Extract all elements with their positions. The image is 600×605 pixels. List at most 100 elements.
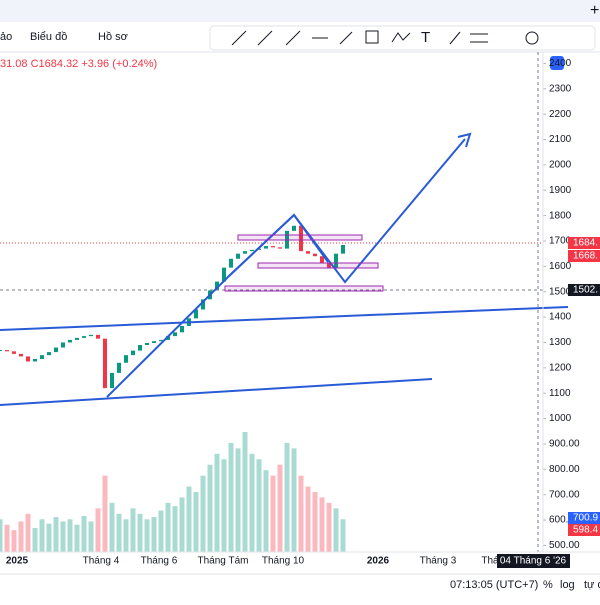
- candle: [306, 251, 310, 254]
- y-tick-label: 1900: [549, 185, 572, 196]
- candle: [278, 247, 282, 249]
- y-tick-label: 800.00: [549, 464, 580, 475]
- volume-bar: [88, 521, 94, 552]
- volume-bar: [130, 508, 136, 552]
- candle: [138, 344, 142, 351]
- candle: [96, 334, 100, 339]
- price-label-bg: [568, 524, 600, 536]
- drawings: [0, 132, 569, 406]
- volume-bar: [60, 521, 66, 552]
- volume-bar: [228, 442, 234, 552]
- candle: [61, 342, 65, 348]
- candle: [257, 248, 261, 250]
- y-tick-label: 2000: [549, 160, 572, 171]
- y-tick-label: 1700: [549, 236, 572, 247]
- volume-bar: [249, 453, 255, 552]
- auto-toggle[interactable]: tự đ: [584, 579, 600, 591]
- candle: [299, 225, 303, 252]
- volume-bar: [102, 475, 108, 552]
- tabbar: [0, 0, 600, 22]
- y-tick-label: 1500: [549, 286, 572, 297]
- candle: [236, 253, 240, 259]
- volume-bar: [235, 448, 241, 552]
- y-tick-label: 500.00: [549, 540, 580, 551]
- new-tab[interactable]: +: [590, 2, 599, 19]
- candle: [124, 355, 128, 363]
- volume-bar: [186, 486, 192, 552]
- volume-bar: [116, 513, 122, 552]
- volume-bar: [214, 453, 220, 552]
- volume-bar: [137, 513, 143, 552]
- candle: [131, 350, 135, 356]
- x-tick-label: Tháng Tám: [198, 556, 249, 567]
- candle: [152, 341, 156, 343]
- volume-bar: [151, 517, 157, 552]
- candle: [327, 262, 331, 268]
- y-tick-label: 900.00: [549, 439, 580, 450]
- volume-bar: [67, 519, 73, 552]
- volume-bar: [25, 513, 31, 552]
- y-tick-label: 600.00: [549, 515, 580, 526]
- y-tick-label: 2100: [549, 134, 572, 145]
- candle: [341, 244, 345, 254]
- y-tick-label: 2300: [549, 83, 572, 94]
- volume-bar: [305, 486, 311, 552]
- volume-bar: [53, 517, 59, 552]
- y-tick-label: 2400: [549, 58, 572, 69]
- x-tick-label: 2026: [367, 556, 390, 567]
- candle: [229, 258, 233, 268]
- candle: [250, 249, 254, 252]
- volume-bar: [74, 524, 80, 552]
- y-tick-label: 700.00: [549, 489, 580, 500]
- candle: [215, 281, 219, 291]
- candle: [292, 225, 296, 231]
- log-toggle[interactable]: log: [560, 579, 575, 591]
- y-tick-label: 1400: [549, 312, 572, 323]
- toolbar-item[interactable]: ảo: [0, 31, 12, 43]
- volume-bar: [123, 519, 129, 552]
- candle: [5, 350, 9, 352]
- price-label-bg: [568, 237, 600, 249]
- volume-bar: [277, 464, 283, 552]
- text-tool[interactable]: T: [421, 29, 430, 46]
- candle: [19, 353, 23, 357]
- candle: [12, 351, 16, 354]
- crosshair-label: 04 Tháng 6 '26: [500, 556, 567, 567]
- x-tick-label: Tháng 3: [420, 556, 457, 567]
- volume-bar: [242, 432, 248, 552]
- toolbar-item[interactable]: Hồ sơ: [98, 31, 128, 43]
- volume-bar: [291, 448, 297, 552]
- price-label: 700.9: [573, 513, 598, 524]
- price-label-bg: [568, 512, 600, 524]
- candle: [54, 347, 58, 353]
- candle: [103, 338, 107, 389]
- volume-bar: [18, 521, 24, 552]
- candle: [264, 246, 268, 249]
- y-tick-label: 1800: [549, 210, 572, 221]
- volume-bar: [193, 492, 199, 552]
- candle: [145, 342, 149, 345]
- x-tick-label: 2025: [6, 556, 29, 567]
- volume-bar: [46, 523, 52, 552]
- volume-bar: [333, 508, 339, 552]
- candle: [82, 336, 86, 338]
- candle: [243, 251, 247, 254]
- volume-bar: [32, 528, 38, 552]
- x-tick-label: Tháng 10: [262, 556, 305, 567]
- candle: [159, 339, 163, 342]
- percent-toggle[interactable]: %: [543, 579, 553, 591]
- toolbar-item[interactable]: Biểu đồ: [30, 31, 67, 43]
- candle: [117, 362, 121, 373]
- volume-bar: [144, 519, 150, 552]
- candle: [222, 267, 226, 282]
- volume-bar: [158, 510, 164, 552]
- volume-bar: [319, 497, 325, 552]
- candle: [89, 334, 93, 337]
- volume-bar: [0, 519, 3, 552]
- drawing-tools[interactable]: [231, 30, 539, 46]
- y-tick-label: 1600: [549, 261, 572, 272]
- candle: [166, 336, 170, 340]
- drawing-toolbar: [209, 25, 596, 51]
- sync-button[interactable]: [550, 56, 564, 70]
